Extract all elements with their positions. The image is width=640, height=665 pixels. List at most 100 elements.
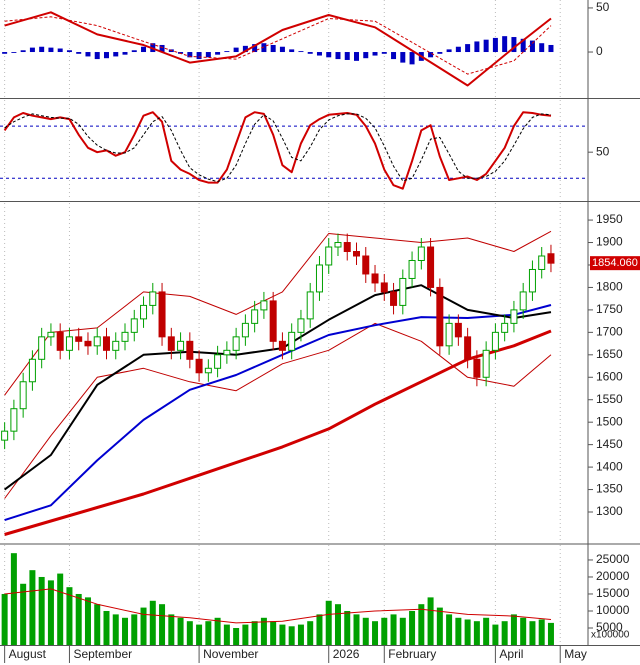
candle-body xyxy=(538,255,546,270)
bar xyxy=(112,614,119,645)
bar xyxy=(362,617,369,645)
y-tick-label: 0 xyxy=(596,44,603,58)
candle-body xyxy=(325,246,333,266)
bar xyxy=(427,597,434,645)
bar xyxy=(335,52,341,60)
candle-body xyxy=(278,340,286,351)
candle-body xyxy=(251,309,259,324)
bar xyxy=(224,51,230,53)
candle-body xyxy=(177,340,185,351)
bar xyxy=(1,593,8,645)
candle-body xyxy=(473,358,481,378)
bar xyxy=(20,50,26,53)
bar xyxy=(66,50,72,53)
bar xyxy=(325,600,332,645)
y-tick-label: 1400 xyxy=(596,459,623,473)
candle-body xyxy=(167,336,175,351)
candle-body xyxy=(65,336,73,351)
candle-body xyxy=(380,282,388,293)
bar xyxy=(270,621,277,645)
bar xyxy=(492,37,498,53)
bar xyxy=(446,49,452,53)
y-tick-label: 1700 xyxy=(596,325,623,339)
bar xyxy=(455,46,461,53)
bar xyxy=(381,52,387,54)
series-line xyxy=(4,322,552,499)
candle-body xyxy=(306,291,314,320)
bar xyxy=(168,614,175,645)
bar xyxy=(75,593,82,645)
bar xyxy=(372,621,379,645)
bar xyxy=(159,604,166,645)
y-tick-label: 1550 xyxy=(596,392,623,406)
bar xyxy=(84,597,91,645)
bar xyxy=(214,617,221,645)
candle-body xyxy=(186,340,194,360)
bar xyxy=(465,44,471,53)
bar xyxy=(510,614,517,645)
bar xyxy=(501,621,508,645)
candle-body xyxy=(399,277,407,306)
bar xyxy=(94,604,101,645)
candle-body xyxy=(427,246,435,288)
bar xyxy=(418,604,425,645)
bar xyxy=(57,48,63,53)
x-tick-label: August xyxy=(9,647,47,661)
bar xyxy=(381,617,388,645)
bar xyxy=(187,52,193,58)
bar xyxy=(141,46,147,53)
candle-body xyxy=(214,354,222,369)
bar xyxy=(428,52,434,58)
candle-body xyxy=(408,259,416,279)
candle-body xyxy=(260,300,268,311)
bar xyxy=(279,624,286,645)
candle-body xyxy=(269,300,277,342)
bar xyxy=(399,617,406,645)
bar xyxy=(11,52,17,53)
candle-body xyxy=(334,242,342,248)
bar xyxy=(261,43,267,53)
candle-body xyxy=(501,322,509,333)
bar xyxy=(205,52,211,58)
bar xyxy=(326,52,332,58)
bar xyxy=(270,44,276,53)
bar xyxy=(511,37,517,53)
last-price-label: 1854.060 xyxy=(592,257,638,269)
bar xyxy=(372,52,378,56)
bar xyxy=(48,47,54,53)
series-line xyxy=(3,111,552,190)
candle-body xyxy=(232,336,240,351)
bar xyxy=(196,52,202,60)
bar xyxy=(140,607,147,645)
bar xyxy=(205,621,212,645)
y-tick-label: 1300 xyxy=(596,504,623,518)
candle-body xyxy=(84,340,92,347)
bar xyxy=(288,626,295,645)
candle-body xyxy=(288,331,296,351)
candle-body xyxy=(93,336,101,347)
bar xyxy=(177,617,184,645)
bar xyxy=(409,52,415,65)
bar xyxy=(38,576,45,645)
bar xyxy=(122,617,129,645)
bar xyxy=(233,47,239,53)
candle-body xyxy=(315,264,323,293)
bar xyxy=(260,617,267,645)
x-tick-label: April xyxy=(499,647,523,661)
bar xyxy=(233,627,240,645)
x-tick-label: November xyxy=(203,647,258,661)
bar xyxy=(538,619,545,645)
candle-body xyxy=(436,286,444,347)
bar xyxy=(437,52,443,54)
bar xyxy=(66,587,73,645)
bar xyxy=(29,570,36,645)
bar xyxy=(113,52,119,57)
bar xyxy=(307,52,313,54)
series-line xyxy=(4,11,552,87)
last-price-box xyxy=(590,256,640,271)
y-tick-label: 1600 xyxy=(596,369,623,383)
x-tick-label: February xyxy=(388,647,436,661)
bar xyxy=(529,40,535,53)
bar xyxy=(344,610,351,645)
bar xyxy=(409,610,416,645)
